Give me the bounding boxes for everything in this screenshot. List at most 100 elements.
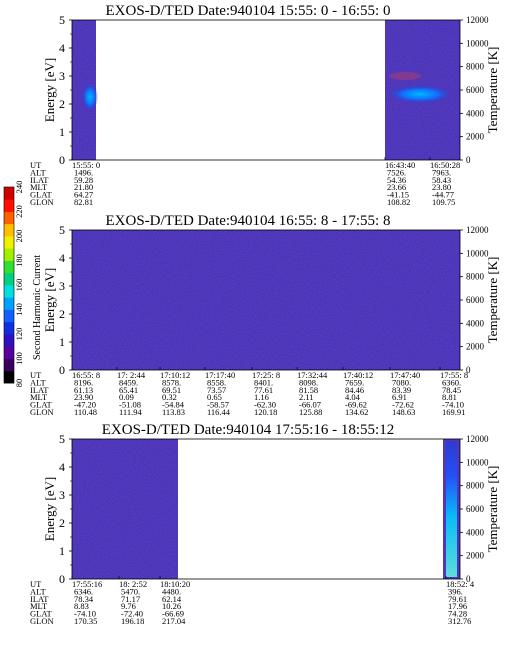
table-cell: -69.62 <box>345 400 367 410</box>
table-row-label: MLT <box>30 392 48 402</box>
table-cell: -74.10 <box>442 400 464 410</box>
table-cell: 18:10:20 <box>160 579 190 589</box>
colorbar-cell <box>4 309 14 323</box>
table-cell: 16:43:40 <box>385 160 415 170</box>
y-right-tick-label: 0 <box>466 365 471 375</box>
colorbar-cell <box>4 260 14 274</box>
colorbar-label: Second Harmonic Current <box>32 255 43 360</box>
table-cell: 113.83 <box>162 407 185 417</box>
table-cell: 6.91 <box>392 392 407 402</box>
table-cell: 169.91 <box>442 407 465 417</box>
table-cell: 120.18 <box>254 407 277 417</box>
table-cell: -54.84 <box>162 400 185 410</box>
y-tick-label: 2 <box>59 307 65 321</box>
colorbar-cell <box>4 321 14 335</box>
table-cell: 1496. <box>74 167 93 177</box>
table-cell: 148.63 <box>392 407 415 417</box>
colorbar-tick-label: 240 <box>14 181 24 194</box>
table-cell: 4.04 <box>345 392 361 402</box>
y-right-tick-label: 8000 <box>466 272 485 282</box>
colorbar-cell <box>4 272 14 286</box>
table-cell: 125.88 <box>299 407 322 417</box>
table-cell: 7659. <box>345 377 364 387</box>
table-cell: 17:25: 8 <box>252 370 280 380</box>
table-cell: 170.35 <box>74 616 97 626</box>
y-right-tick-label: 0 <box>466 574 471 584</box>
table-cell: 8578. <box>162 377 181 387</box>
table-cell: 6346. <box>74 586 93 596</box>
colorbar-tick-label: 140 <box>14 303 24 316</box>
table-cell: 23.90 <box>74 392 93 402</box>
table-cell: -51.08 <box>119 400 141 410</box>
table-cell: 17:40:12 <box>343 370 373 380</box>
table-row-label: ALT <box>30 167 47 177</box>
panel-title: EXOS-D/TED Date:940104 15:55: 0 - 16:55:… <box>106 3 391 19</box>
colorbar-tick-label: 160 <box>14 279 24 292</box>
table-row-label: ILAT <box>30 385 49 395</box>
table-cell: -72.40 <box>121 609 143 619</box>
y-tick-label: 0 <box>59 363 65 377</box>
y-right-tick-label: 2000 <box>466 132 485 142</box>
table-cell: 84.46 <box>345 385 364 395</box>
colorbar-tick-label: 220 <box>14 205 24 218</box>
table-row-label: ALT <box>30 377 47 387</box>
table-cell: 78.45 <box>442 385 461 395</box>
colorbar-cell <box>4 211 14 225</box>
table-cell: 79.61 <box>448 594 467 604</box>
table-cell: 396. <box>448 586 463 596</box>
energy-enhancement <box>82 83 98 111</box>
y-tick-label: 3 <box>59 488 65 502</box>
table-row-label: GLAT <box>30 609 53 619</box>
table-cell: 8.81 <box>442 392 457 402</box>
colorbar-tick-label: 180 <box>14 254 24 267</box>
panel-title: EXOS-D/TED Date:940104 16:55: 8 - 17:55:… <box>106 213 391 229</box>
table-cell: -41.15 <box>387 190 409 200</box>
y-right-tick-label: 12000 <box>466 434 489 444</box>
table-cell: 18:52: 4 <box>446 579 475 589</box>
y-tick-label: 0 <box>59 572 65 586</box>
table-cell: 0.09 <box>119 392 134 402</box>
table-cell: -74.10 <box>74 609 96 619</box>
table-cell: -66.69 <box>162 609 184 619</box>
y-right-tick-label: 2000 <box>466 342 485 352</box>
table-cell: 15:55: 0 <box>72 160 100 170</box>
colorbar-cell <box>4 187 14 200</box>
table-cell: 69.51 <box>162 385 181 395</box>
table-cell: -66.07 <box>299 400 321 410</box>
table-row-label: UT <box>30 579 42 589</box>
energy-enhancement <box>388 85 452 104</box>
spectrogram-panel: EXOS-D/TED Date:940104 15:55: 0 - 16:55:… <box>30 3 500 207</box>
y-right-tick-label: 4000 <box>466 318 485 328</box>
table-cell: 23.80 <box>432 182 451 192</box>
y-right-tick-label: 10000 <box>466 457 489 467</box>
table-cell: 81.58 <box>299 385 318 395</box>
table-cell: -44.77 <box>432 190 454 200</box>
table-cell: 8558. <box>207 377 226 387</box>
y-tick-label: 3 <box>59 279 65 293</box>
table-cell: -58.57 <box>207 400 229 410</box>
table-row-label: ALT <box>30 586 47 596</box>
y-right-tick-label: 8000 <box>466 481 485 491</box>
colorbar-cell <box>4 236 14 249</box>
table-cell: 8.83 <box>74 601 89 611</box>
table-cell: 110.48 <box>74 407 97 417</box>
table-cell: 9.76 <box>121 601 136 611</box>
table-cell: 78.34 <box>74 594 94 604</box>
table-cell: 73.57 <box>207 385 226 395</box>
y-right-tick-label: 2000 <box>466 551 485 561</box>
panel-title: EXOS-D/TED Date:940104 17:55:16 - 18:55:… <box>102 422 394 438</box>
colorbar-tick-label: 200 <box>14 230 24 243</box>
colorbar-cell <box>4 285 14 298</box>
y-right-axis-label: Temperature [K] <box>485 47 500 134</box>
table-cell: 16:55: 8 <box>72 370 100 380</box>
y-tick-label: 1 <box>59 125 65 139</box>
table-cell: 8459. <box>119 377 138 387</box>
table-cell: 16:50:28 <box>430 160 460 170</box>
table-row-label: GLAT <box>30 400 53 410</box>
table-cell: 196.18 <box>121 616 144 626</box>
table-cell: 217.04 <box>162 616 186 626</box>
table-row-label: GLON <box>30 407 54 417</box>
colorbar: 80 100 120 140 160 180 200 220 240 Second Harmon… <box>3 181 43 387</box>
table-cell: 18: 2:52 <box>119 579 147 589</box>
table-row-label: GLON <box>30 616 54 626</box>
